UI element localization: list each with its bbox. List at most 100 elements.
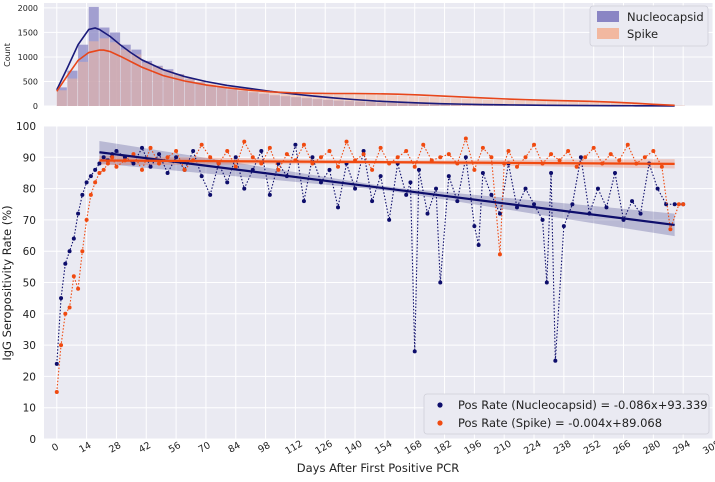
data-point-spike (59, 343, 63, 347)
data-point-nucleocapsid (336, 205, 340, 209)
data-point-nucleocapsid (613, 171, 617, 175)
data-point-nucleocapsid (140, 146, 144, 150)
data-point-nucleocapsid (310, 155, 314, 159)
data-point-spike (438, 155, 442, 159)
data-point-spike (566, 149, 570, 153)
data-point-nucleocapsid (447, 174, 451, 178)
x-tick-label: 238 (552, 439, 573, 458)
histogram-bar-spike (323, 93, 333, 106)
y-tick-label: 10 (23, 403, 36, 415)
data-point-spike (63, 312, 67, 316)
data-point-spike (549, 152, 553, 156)
histogram-bar-spike (312, 93, 322, 106)
data-point-spike (558, 158, 562, 162)
histogram-bar-spike (67, 79, 77, 106)
x-tick-label: 98 (256, 440, 272, 456)
data-point-spike (110, 155, 114, 159)
data-point-nucleocapsid (97, 162, 101, 166)
x-tick-label: 14 (77, 440, 93, 456)
data-point-spike (208, 155, 212, 159)
data-point-spike (362, 152, 366, 156)
data-point-spike (515, 165, 519, 169)
y-tick-label: 90 (23, 152, 36, 164)
data-point-nucleocapsid (549, 171, 553, 175)
data-point-nucleocapsid (208, 193, 212, 197)
data-point-nucleocapsid (85, 180, 89, 184)
x-tick-label: 196 (463, 439, 484, 458)
histogram-y-tick-label: 0 (33, 102, 38, 111)
data-point-spike (76, 287, 80, 291)
histogram-bar-spike (78, 62, 88, 106)
data-point-spike (626, 143, 630, 147)
data-point-spike (319, 155, 323, 159)
data-point-nucleocapsid (379, 174, 383, 178)
data-point-nucleocapsid (80, 193, 84, 197)
data-point-spike (157, 162, 161, 166)
y-tick-label: 100 (16, 121, 36, 133)
histogram-bar-spike (259, 90, 269, 106)
histogram-bar-spike (249, 89, 259, 106)
data-point-spike (609, 152, 613, 156)
y-tick-label: 80 (23, 184, 36, 196)
data-point-nucleocapsid (562, 224, 566, 228)
data-point-nucleocapsid (55, 362, 59, 366)
data-point-spike (327, 149, 331, 153)
data-point-nucleocapsid (93, 168, 97, 172)
histogram-bar-spike (227, 87, 237, 106)
histogram-y-tick-label: 500 (23, 77, 38, 86)
legend-marker-nucleocapsid (437, 402, 442, 407)
data-point-nucleocapsid (455, 199, 459, 203)
x-tick-label: 112 (284, 439, 305, 458)
x-tick-label: 42 (137, 440, 153, 456)
x-tick-label: 294 (671, 439, 692, 458)
y-axis-label: IgG Seropositivity Rate (%) (0, 205, 14, 360)
data-point-spike (643, 155, 647, 159)
data-point-nucleocapsid (413, 349, 417, 353)
x-tick-label: 266 (612, 439, 633, 458)
data-point-spike (68, 306, 72, 310)
data-point-spike (140, 168, 144, 172)
histogram-y-tick-label: 1500 (18, 28, 38, 37)
histogram-bar-spike (376, 95, 386, 106)
x-axis-label: Days After First Positive PCR (297, 461, 459, 475)
data-point-nucleocapsid (149, 165, 153, 169)
data-point-nucleocapsid (408, 180, 412, 184)
data-point-spike (55, 390, 59, 394)
data-point-spike (617, 158, 621, 162)
data-point-spike (345, 140, 349, 144)
legend-label-spike: Spike (627, 27, 658, 41)
x-tick-label: 182 (433, 439, 454, 458)
data-point-spike (97, 171, 101, 175)
data-point-spike (166, 155, 170, 159)
data-point-spike (396, 155, 400, 159)
data-point-nucleocapsid (302, 199, 306, 203)
data-point-nucleocapsid (76, 212, 80, 216)
x-tick-label: 280 (641, 439, 662, 458)
data-point-spike (72, 274, 76, 278)
x-tick-label: 168 (403, 439, 424, 458)
data-point-spike (489, 155, 493, 159)
data-point-nucleocapsid (434, 187, 438, 191)
data-point-nucleocapsid (477, 243, 481, 247)
histogram-bar-spike (238, 88, 248, 106)
data-point-nucleocapsid (673, 202, 677, 206)
histogram-bar-spike (99, 38, 109, 106)
data-point-spike (234, 165, 238, 169)
y-tick-label: 20 (23, 371, 36, 383)
data-point-spike (447, 152, 451, 156)
data-point-spike (681, 202, 685, 206)
data-point-spike (421, 143, 425, 147)
data-point-spike (80, 249, 84, 253)
data-point-nucleocapsid (664, 202, 668, 206)
y-tick-label: 0 (29, 434, 36, 446)
histogram-bar-spike (57, 90, 67, 106)
scatter-legend: Pos Rate (Nucleocapsid) = -0.086x+93.339… (424, 394, 709, 434)
data-point-spike (174, 149, 178, 153)
data-point-nucleocapsid (191, 149, 195, 153)
data-point-nucleocapsid (370, 199, 374, 203)
data-point-nucleocapsid (656, 187, 660, 191)
x-tick-label: 140 (343, 439, 364, 458)
